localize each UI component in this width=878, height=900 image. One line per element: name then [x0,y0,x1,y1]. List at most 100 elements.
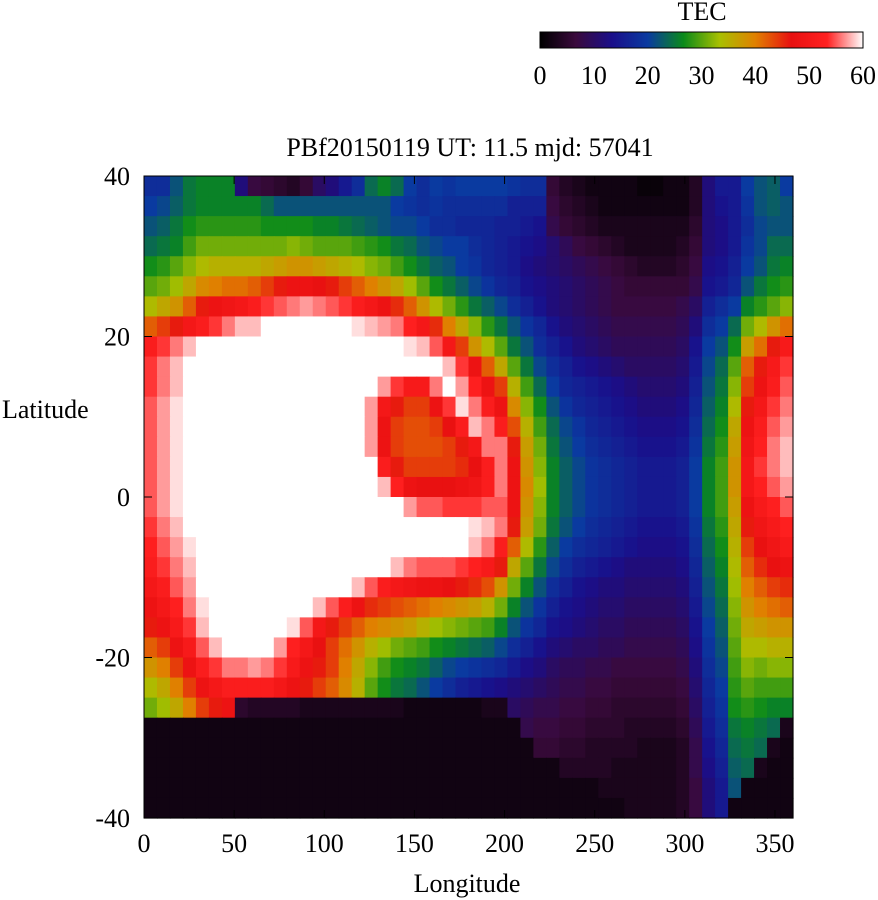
heatmap-cell [715,456,729,478]
heatmap-cell [312,276,327,297]
heatmap-cell [494,436,509,458]
heatmap-cell [338,416,353,438]
heatmap-cell [533,657,547,679]
heatmap-cell [481,497,496,518]
heatmap-cell [221,276,236,297]
heatmap-cell [312,797,327,819]
heatmap-cell [650,537,664,558]
colorbar-tick-label: 50 [796,61,822,90]
heatmap-cell [481,757,496,779]
heatmap-cell [442,557,457,578]
heatmap-cell [377,196,392,217]
heatmap-cell [546,356,560,378]
heatmap-cell [494,356,509,378]
heatmap-cell [247,637,262,659]
heatmap-cell [144,196,158,217]
heatmap-cell [689,717,703,739]
heatmap-cell [208,597,223,618]
heatmap-cell [741,296,755,318]
heatmap-cell [663,577,677,598]
heatmap-cell [364,476,379,498]
heatmap-cell [221,436,236,458]
heatmap-cell [286,256,301,277]
heatmap-cell [195,316,210,338]
heatmap-cell [169,256,184,277]
heatmap-cell [234,176,249,197]
heatmap-cell [273,396,288,418]
heatmap-cell [247,256,262,277]
heatmap-cell [182,216,197,237]
heatmap-cell [403,617,418,639]
heatmap-cell [144,757,158,779]
heatmap-cell [455,617,470,639]
heatmap-cell [585,517,599,538]
heatmap-cell [741,256,755,277]
heatmap-cell [715,677,729,699]
heatmap-cell [312,436,327,458]
y-axis-label: Latitude [2,395,89,424]
heatmap-cell [559,737,573,759]
heatmap-cell [780,637,794,659]
heatmap-cell [325,396,340,418]
heatmap-cell [286,777,301,799]
heatmap-cell [598,216,612,237]
heatmap-cell [377,537,392,558]
heatmap-cell [364,336,379,358]
heatmap-cell [767,797,781,819]
heatmap-cell [338,256,353,277]
heatmap-cell [182,617,197,639]
heatmap-cell [208,196,223,217]
heatmap-cell [624,717,638,739]
heatmap-cell [299,336,314,358]
heatmap-cell [507,697,522,719]
heatmap-cell [403,236,418,257]
heatmap-cell [144,517,158,538]
heatmap-cell [416,316,431,338]
heatmap-cell [494,176,509,197]
heatmap-cell [429,196,444,217]
heatmap-cell [611,717,625,739]
heatmap-cell [351,597,366,618]
heatmap-cell [728,517,742,538]
heatmap-cell [156,336,171,358]
heatmap-cell [676,296,690,318]
heatmap-cell [507,436,522,458]
heatmap-cell [377,316,392,338]
heatmap-cell [663,537,677,558]
heatmap-cell [598,316,612,338]
heatmap-cell [234,757,249,779]
heatmap-cell [338,677,353,699]
heatmap-cell [520,256,534,277]
heatmap-cell [572,176,586,197]
heatmap-cell [559,757,573,779]
heatmap-cell [455,396,470,418]
heatmap-cell [494,757,509,779]
heatmap-cell [624,376,638,398]
heatmap-cell [182,757,197,779]
heatmap-cell [221,617,236,639]
heatmap-cell [767,296,781,318]
heatmap-cell [585,396,599,418]
heatmap-cell [728,797,742,819]
heatmap-cell [468,336,483,358]
heatmap-cell [234,577,249,598]
heatmap-cell [754,276,768,297]
heatmap-cell [689,597,703,618]
heatmap-cell [780,657,794,679]
heatmap-cell [390,396,405,418]
heatmap-cell [624,276,638,297]
heatmap-cell [559,276,573,297]
heatmap-cell [624,777,638,799]
heatmap-cell [663,737,677,759]
heatmap-cell [624,396,638,418]
heatmap-cell [390,356,405,378]
heatmap-cell [676,537,690,558]
heatmap-cell [598,296,612,318]
heatmap-cell [520,276,534,297]
heatmap-cell [585,597,599,618]
heatmap-cell [390,436,405,458]
y-tick-label: 40 [104,162,130,191]
heatmap-cell [468,216,483,237]
heatmap-cell [351,497,366,518]
heatmap-cell [286,416,301,438]
